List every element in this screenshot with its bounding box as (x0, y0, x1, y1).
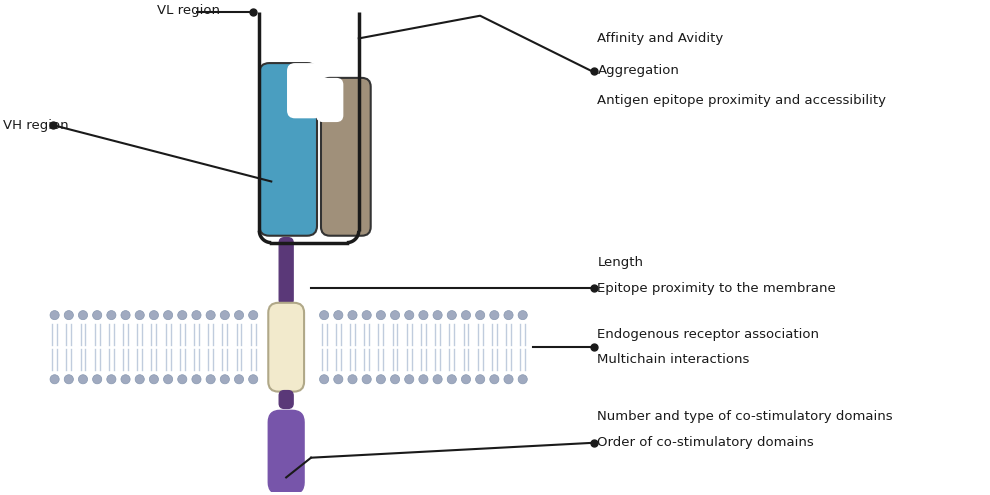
Circle shape (347, 375, 357, 384)
Circle shape (362, 375, 371, 384)
FancyBboxPatch shape (268, 410, 304, 494)
Circle shape (149, 310, 158, 320)
Circle shape (206, 375, 215, 384)
Circle shape (419, 375, 428, 384)
Circle shape (334, 375, 343, 384)
FancyBboxPatch shape (316, 78, 344, 122)
Text: Multichain interactions: Multichain interactions (597, 352, 749, 365)
Circle shape (220, 375, 230, 384)
Circle shape (504, 310, 513, 320)
Circle shape (320, 310, 329, 320)
Circle shape (107, 310, 116, 320)
Circle shape (447, 310, 456, 320)
Circle shape (220, 310, 230, 320)
Circle shape (50, 310, 59, 320)
Text: VH region: VH region (3, 119, 68, 132)
Circle shape (433, 310, 443, 320)
Circle shape (192, 310, 201, 320)
Circle shape (136, 310, 145, 320)
Circle shape (518, 310, 528, 320)
Circle shape (504, 375, 513, 384)
Circle shape (78, 310, 87, 320)
Circle shape (334, 310, 343, 320)
FancyBboxPatch shape (279, 391, 293, 408)
Circle shape (490, 310, 499, 320)
Circle shape (64, 310, 73, 320)
Text: Affinity and Avidity: Affinity and Avidity (597, 32, 724, 45)
Circle shape (248, 375, 257, 384)
Circle shape (64, 375, 73, 384)
Circle shape (405, 310, 414, 320)
Circle shape (419, 310, 428, 320)
Circle shape (136, 375, 145, 384)
Circle shape (235, 375, 244, 384)
Circle shape (447, 375, 456, 384)
Circle shape (93, 375, 102, 384)
Circle shape (248, 310, 257, 320)
Circle shape (163, 310, 172, 320)
FancyBboxPatch shape (259, 63, 317, 236)
Circle shape (461, 310, 470, 320)
Text: Epitope proximity to the membrane: Epitope proximity to the membrane (597, 282, 837, 295)
Circle shape (461, 375, 470, 384)
Circle shape (163, 375, 172, 384)
Text: Antigen epitope proximity and accessibility: Antigen epitope proximity and accessibil… (597, 94, 886, 107)
Circle shape (433, 375, 443, 384)
Circle shape (405, 375, 414, 384)
Circle shape (475, 310, 485, 320)
Text: Aggregation: Aggregation (597, 64, 679, 78)
FancyBboxPatch shape (321, 78, 370, 236)
Circle shape (475, 375, 485, 384)
FancyBboxPatch shape (287, 63, 322, 118)
Circle shape (50, 375, 59, 384)
Circle shape (177, 375, 187, 384)
Circle shape (177, 310, 187, 320)
Circle shape (78, 375, 87, 384)
Circle shape (376, 375, 385, 384)
Circle shape (347, 310, 357, 320)
Circle shape (362, 310, 371, 320)
Text: Order of co-stimulatory domains: Order of co-stimulatory domains (597, 437, 814, 449)
Text: Endogenous receptor association: Endogenous receptor association (597, 328, 820, 341)
Circle shape (121, 375, 130, 384)
Circle shape (390, 310, 400, 320)
FancyBboxPatch shape (279, 238, 293, 305)
Circle shape (192, 375, 201, 384)
Circle shape (149, 375, 158, 384)
Circle shape (121, 310, 130, 320)
Circle shape (107, 375, 116, 384)
Text: Length: Length (597, 256, 644, 269)
Circle shape (376, 310, 385, 320)
Circle shape (206, 310, 215, 320)
FancyBboxPatch shape (268, 303, 304, 392)
Circle shape (518, 375, 528, 384)
Circle shape (390, 375, 400, 384)
Circle shape (490, 375, 499, 384)
Circle shape (93, 310, 102, 320)
Circle shape (235, 310, 244, 320)
Circle shape (320, 375, 329, 384)
Text: Number and type of co-stimulatory domains: Number and type of co-stimulatory domain… (597, 410, 893, 423)
Text: VL region: VL region (156, 4, 220, 17)
